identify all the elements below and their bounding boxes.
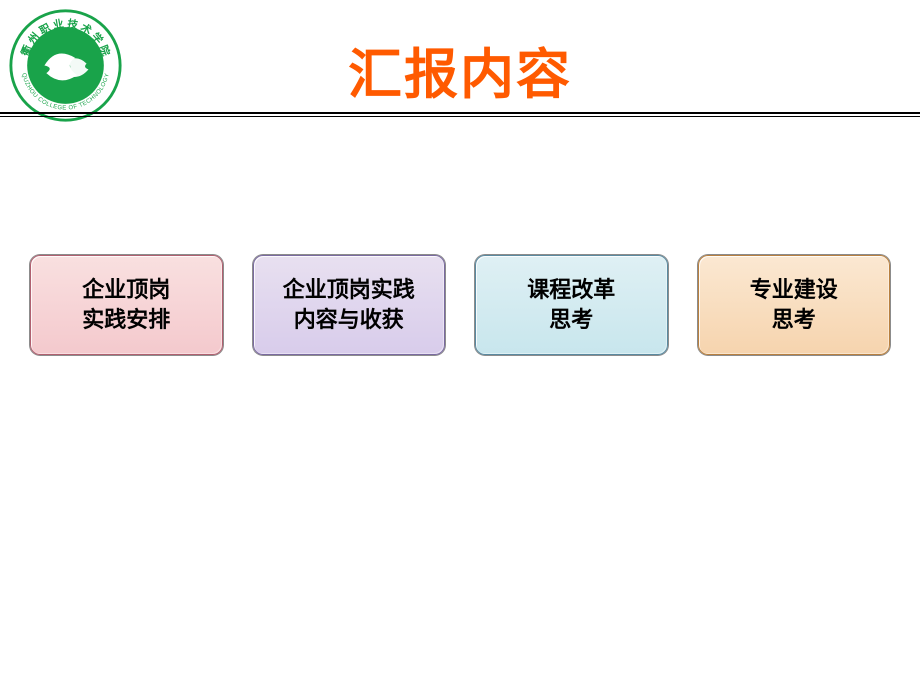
card-practice-content: 企业顶岗实践 内容与收获 [253,255,446,355]
slide-title: 汇报内容 [0,0,920,109]
divider-line-thick [0,112,920,114]
card-practice-plan: 企业顶岗 实践安排 [30,255,223,355]
card-course-reform: 课程改革 思考 [475,255,668,355]
card-text-line: 企业顶岗 [82,275,170,305]
card-row: 企业顶岗 实践安排 企业顶岗实践 内容与收获 课程改革 思考 专业建设 思考 [0,255,920,355]
card-major-build: 专业建设 思考 [698,255,891,355]
card-text-line: 课程改革 [527,275,615,305]
card-text-line: 思考 [772,305,816,335]
header: 衢 州 职 业 技 术 学 院 QUZHOU COLLEGE OF TECHNO… [0,0,920,120]
divider [0,112,920,117]
card-text-line: 内容与收获 [294,305,404,335]
college-logo: 衢 州 职 业 技 术 学 院 QUZHOU COLLEGE OF TECHNO… [8,8,123,123]
card-text-line: 企业顶岗实践 [283,275,415,305]
card-text-line: 实践安排 [82,305,170,335]
card-text-line: 思考 [549,305,593,335]
divider-line-thin [0,116,920,117]
card-text-line: 专业建设 [750,275,838,305]
